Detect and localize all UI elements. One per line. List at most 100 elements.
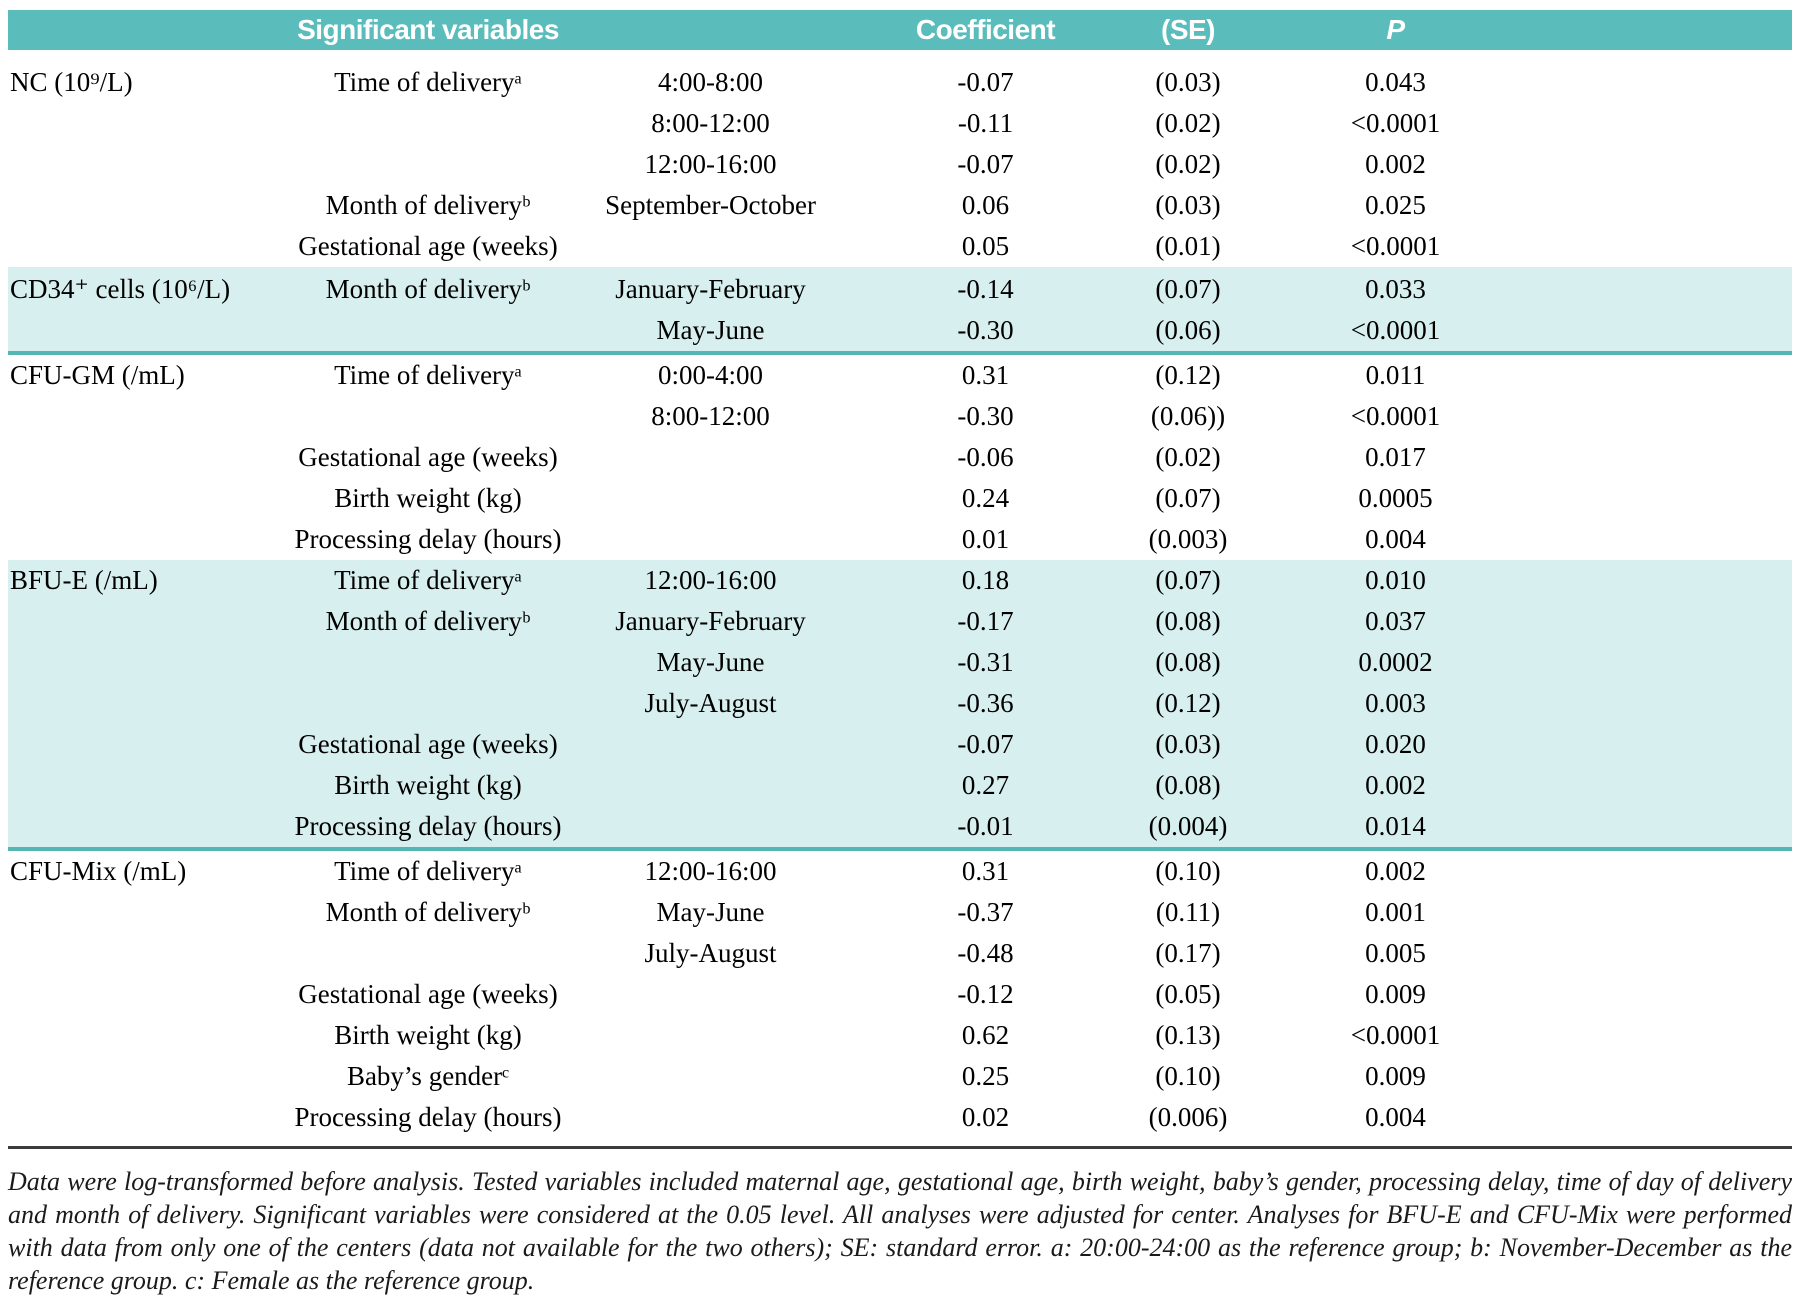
table-row: Gestational age (weeks) 0.05 (0.01) <0.0…: [8, 226, 1792, 267]
cell-coefficient: -0.12: [957, 979, 1014, 1009]
table-section: CD34⁺ cells (10⁶/L) Month of deliveryᵇ J…: [8, 267, 1792, 355]
cell-p: <0.0001: [1350, 231, 1441, 261]
table-section: BFU-E (/mL) Time of deliveryᵃ 12:00-16:0…: [8, 560, 1792, 851]
cell-coefficient: -0.17: [957, 606, 1014, 636]
cell-variable: Month of deliveryᵇ: [325, 606, 531, 636]
cell-coefficient: -0.14: [957, 274, 1014, 304]
cell-level: July-August: [644, 938, 777, 968]
cell-se: (0.006): [1148, 1102, 1228, 1132]
cell-level: 8:00-12:00: [651, 401, 770, 431]
cell-variable: Processing delay (hours): [294, 811, 562, 841]
cell-p: <0.0001: [1350, 108, 1441, 138]
cell-coefficient: -0.07: [957, 149, 1014, 179]
cell-variable: Month of deliveryᵇ: [325, 190, 531, 220]
cell-p: 0.001: [1365, 897, 1426, 927]
cell-coefficient: 0.06: [961, 190, 1010, 220]
cell-level: May-June: [656, 647, 765, 677]
cell-variable: Processing delay (hours): [294, 1102, 562, 1132]
table-footnote: Data were log-transformed before analysi…: [8, 1167, 1792, 1295]
cell-level: 8:00-12:00: [651, 108, 770, 138]
cell-level: July-August: [644, 688, 777, 718]
cell-variable: Birth weight (kg): [334, 770, 522, 800]
cell-se: (0.02): [1155, 149, 1221, 179]
cell-coefficient: -0.11: [957, 108, 1014, 138]
cell-se: (0.02): [1155, 108, 1221, 138]
header-se: (SE): [1161, 14, 1216, 45]
cell-coefficient: 0.18: [961, 565, 1010, 595]
cell-variable: Month of deliveryᵇ: [325, 897, 531, 927]
cell-variable: Processing delay (hours): [294, 524, 562, 554]
cell-coefficient: 0.24: [961, 483, 1010, 513]
cell-level: 12:00-16:00: [644, 149, 777, 179]
cell-p: 0.010: [1365, 565, 1426, 595]
table-section: CFU-Mix (/mL) Time of deliveryᵃ 12:00-16…: [8, 851, 1792, 1138]
cell-se: (0.03): [1155, 67, 1221, 97]
header-significant-variables: Significant variables: [297, 14, 559, 45]
cell-se: (0.08): [1155, 606, 1221, 636]
cell-level: 12:00-16:00: [644, 565, 777, 595]
table-row: 8:00-12:00 -0.11 (0.02) <0.0001: [8, 103, 1792, 144]
table-row: CD34⁺ cells (10⁶/L) Month of deliveryᵇ J…: [8, 269, 1792, 310]
cell-level: September-October: [605, 190, 816, 220]
table-row: July-August -0.36 (0.12) 0.003: [8, 683, 1792, 724]
cell-se: (0.06)): [1150, 401, 1226, 431]
table-row: Processing delay (hours) 0.01 (0.003) 0.…: [8, 519, 1792, 560]
cell-level: May-June: [656, 897, 765, 927]
table-body: NC (10⁹/L) Time of deliveryᵃ 4:00-8:00 -…: [8, 50, 1792, 1138]
cell-level: May-June: [656, 315, 765, 345]
table-row: Month of deliveryᵇ January-February -0.1…: [8, 601, 1792, 642]
cell-se: (0.10): [1155, 1061, 1221, 1091]
cell-se: (0.07): [1155, 274, 1221, 304]
cell-p: 0.020: [1365, 729, 1426, 759]
cell-coefficient: 0.01: [961, 524, 1010, 554]
cell-variable: Time of deliveryᵃ: [334, 565, 522, 595]
cell-coefficient: 0.02: [961, 1102, 1010, 1132]
cell-outcome: CFU-Mix (/mL): [10, 856, 187, 886]
cell-p: 0.017: [1365, 442, 1426, 472]
cell-p: 0.0005: [1358, 483, 1433, 513]
table-section: CFU-GM (/mL) Time of deliveryᵃ 0:00-4:00…: [8, 355, 1792, 560]
cell-p: <0.0001: [1350, 401, 1441, 431]
cell-level: 4:00-8:00: [658, 67, 763, 97]
table-row: July-August -0.48 (0.17) 0.005: [8, 933, 1792, 974]
cell-coefficient: -0.36: [957, 688, 1014, 718]
cell-p: 0.043: [1365, 67, 1426, 97]
table-row: NC (10⁹/L) Time of deliveryᵃ 4:00-8:00 -…: [8, 62, 1792, 103]
cell-se: (0.17): [1155, 938, 1221, 968]
cell-se: (0.11): [1155, 897, 1221, 927]
cell-p: 0.033: [1365, 274, 1426, 304]
cell-se: (0.08): [1155, 647, 1221, 677]
cell-p: 0.025: [1365, 190, 1426, 220]
table-row: CFU-Mix (/mL) Time of deliveryᵃ 12:00-16…: [8, 851, 1792, 892]
table-row: CFU-GM (/mL) Time of deliveryᵃ 0:00-4:00…: [8, 355, 1792, 396]
cell-coefficient: 0.27: [961, 770, 1010, 800]
cell-level: 0:00-4:00: [658, 360, 763, 390]
table-row: Gestational age (weeks) -0.12 (0.05) 0.0…: [8, 974, 1792, 1015]
table-row: Birth weight (kg) 0.27 (0.08) 0.002: [8, 765, 1792, 806]
cell-coefficient: -0.06: [957, 442, 1014, 472]
cell-level: 12:00-16:00: [644, 856, 777, 886]
cell-se: (0.07): [1155, 565, 1221, 595]
table-row: Baby’s genderᶜ 0.25 (0.10) 0.009: [8, 1056, 1792, 1097]
cell-variable: Time of deliveryᵃ: [334, 67, 522, 97]
cell-variable: Birth weight (kg): [334, 483, 522, 513]
table-header-row: Significant variables Coefficient (SE) P: [8, 10, 1792, 50]
cell-p: 0.014: [1365, 811, 1426, 841]
cell-se: (0.03): [1155, 729, 1221, 759]
table-section: NC (10⁹/L) Time of deliveryᵃ 4:00-8:00 -…: [8, 62, 1792, 267]
cell-variable: Gestational age (weeks): [298, 979, 558, 1009]
table-row: Gestational age (weeks) -0.06 (0.02) 0.0…: [8, 437, 1792, 478]
cell-p: 0.002: [1365, 149, 1426, 179]
cell-se: (0.10): [1155, 856, 1221, 886]
cell-se: (0.08): [1155, 770, 1221, 800]
cell-p: 0.009: [1365, 1061, 1426, 1091]
cell-outcome: NC (10⁹/L): [10, 67, 133, 97]
table-row: 8:00-12:00 -0.30 (0.06)) <0.0001: [8, 396, 1792, 437]
cell-p: 0.005: [1365, 938, 1426, 968]
cell-variable: Gestational age (weeks): [298, 231, 558, 261]
cell-coefficient: 0.31: [961, 856, 1010, 886]
cell-variable: Gestational age (weeks): [298, 729, 558, 759]
cell-outcome: CD34⁺ cells (10⁶/L): [10, 274, 231, 304]
cell-coefficient: -0.07: [957, 67, 1014, 97]
cell-p: 0.002: [1365, 770, 1426, 800]
